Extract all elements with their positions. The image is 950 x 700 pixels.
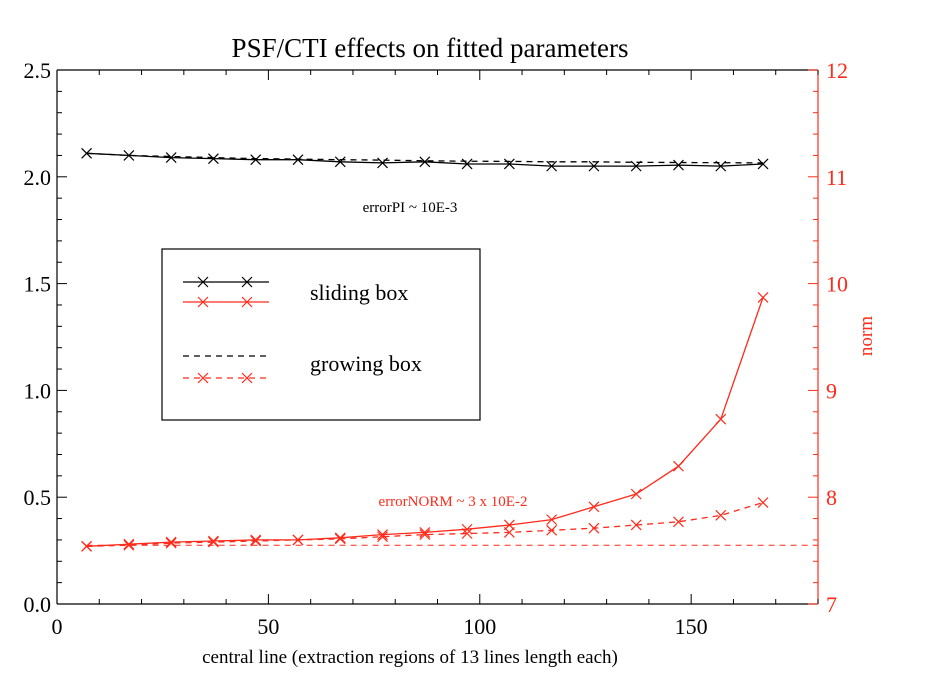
legend-sample-marker (197, 372, 209, 384)
data-point (81, 147, 93, 159)
data-point (419, 527, 431, 538)
data-point (419, 156, 431, 168)
y-right-tick-label: 11 (826, 165, 847, 190)
data-point (123, 150, 135, 161)
series-markers-growing-box-right (81, 497, 769, 552)
series-line-growing-box-left (86, 152, 764, 164)
y-right-tick-label: 8 (826, 485, 837, 510)
series-line-growing-box-right (86, 501, 764, 547)
data-point (673, 159, 684, 171)
series-line-sliding-box-left (86, 152, 764, 167)
data-point (757, 497, 769, 508)
data-point (503, 527, 515, 538)
data-point (588, 160, 600, 172)
x-tick-label: 100 (463, 614, 496, 639)
y-left-tick-label: 0.0 (24, 592, 52, 617)
data-point (715, 413, 727, 425)
data-point (165, 152, 177, 164)
data-point (461, 523, 473, 535)
data-point (334, 532, 346, 544)
data-point (250, 154, 262, 166)
data-point (630, 488, 642, 500)
y-right-tick-label: 12 (826, 58, 848, 83)
data-point (123, 538, 135, 550)
data-point (208, 535, 219, 547)
data-point (208, 536, 219, 548)
legend: sliding box growing box (161, 248, 481, 421)
data-point (546, 514, 558, 526)
chart-title: PSF/CTI effects on fitted parameters (232, 33, 629, 63)
legend-sample-marker (241, 296, 253, 308)
data-point (588, 501, 600, 513)
legend-sample-marker (241, 276, 253, 288)
data-point (165, 537, 177, 549)
series-markers-sliding-box-left (81, 147, 769, 172)
data-point (334, 156, 346, 168)
data-point (250, 535, 262, 547)
y-left-tick-label: 1.0 (24, 378, 52, 403)
legend-label-growing-box: growing box (310, 351, 422, 376)
y-right-tick-label: 7 (826, 592, 837, 617)
data-point (715, 509, 727, 521)
data-point (503, 158, 515, 170)
data-point (757, 158, 769, 170)
data-point (546, 160, 558, 172)
x-axis-label: central line (extraction regions of 13 l… (202, 647, 618, 668)
norm-error-annotation: errorNORM ~ 3 x 10E-2 (379, 494, 528, 510)
plot-area (81, 147, 818, 552)
legend-label-sliding-box: sliding box (310, 280, 408, 305)
data-point (165, 536, 177, 548)
pi-error-annotation: errorPI ~ 10E-3 (363, 200, 458, 216)
y-left-tick-label: 0.5 (24, 485, 52, 510)
y-left-tick-label: 1.5 (24, 272, 52, 297)
data-point (377, 531, 388, 543)
data-point (546, 524, 558, 536)
data-point (419, 529, 431, 541)
legend-box (161, 248, 481, 421)
data-point (673, 516, 684, 528)
data-point (673, 460, 684, 472)
data-point (461, 528, 473, 539)
y-right-tick-label: 10 (826, 272, 848, 297)
x-tick-label: 50 (257, 614, 279, 639)
data-point (123, 539, 135, 551)
axes: 0 50 100 150 0.0 0.5 1.0 1.5 2.0 2.5 7 8 9 10 11 12 (24, 58, 849, 639)
legend-sample-marker (197, 296, 209, 308)
x-tick-label: 150 (675, 614, 708, 639)
data-point (334, 533, 346, 545)
data-point (292, 534, 304, 546)
legend-sample-marker (241, 372, 253, 384)
y-left-tick-label: 2.5 (24, 58, 52, 83)
y-right-axis-label: norm (856, 316, 877, 356)
data-point (757, 292, 769, 303)
data-point (377, 529, 388, 541)
data-point (208, 153, 219, 165)
y-left-tick-label: 2.0 (24, 165, 52, 190)
data-point (588, 522, 600, 534)
data-point (81, 540, 93, 552)
series-markers-sliding-box-right (81, 292, 769, 552)
data-point (630, 519, 642, 531)
data-point (250, 534, 262, 546)
legend-sample-marker (197, 276, 209, 288)
x-tick-label: 0 (52, 614, 63, 639)
y-right-tick-label: 9 (826, 378, 837, 403)
